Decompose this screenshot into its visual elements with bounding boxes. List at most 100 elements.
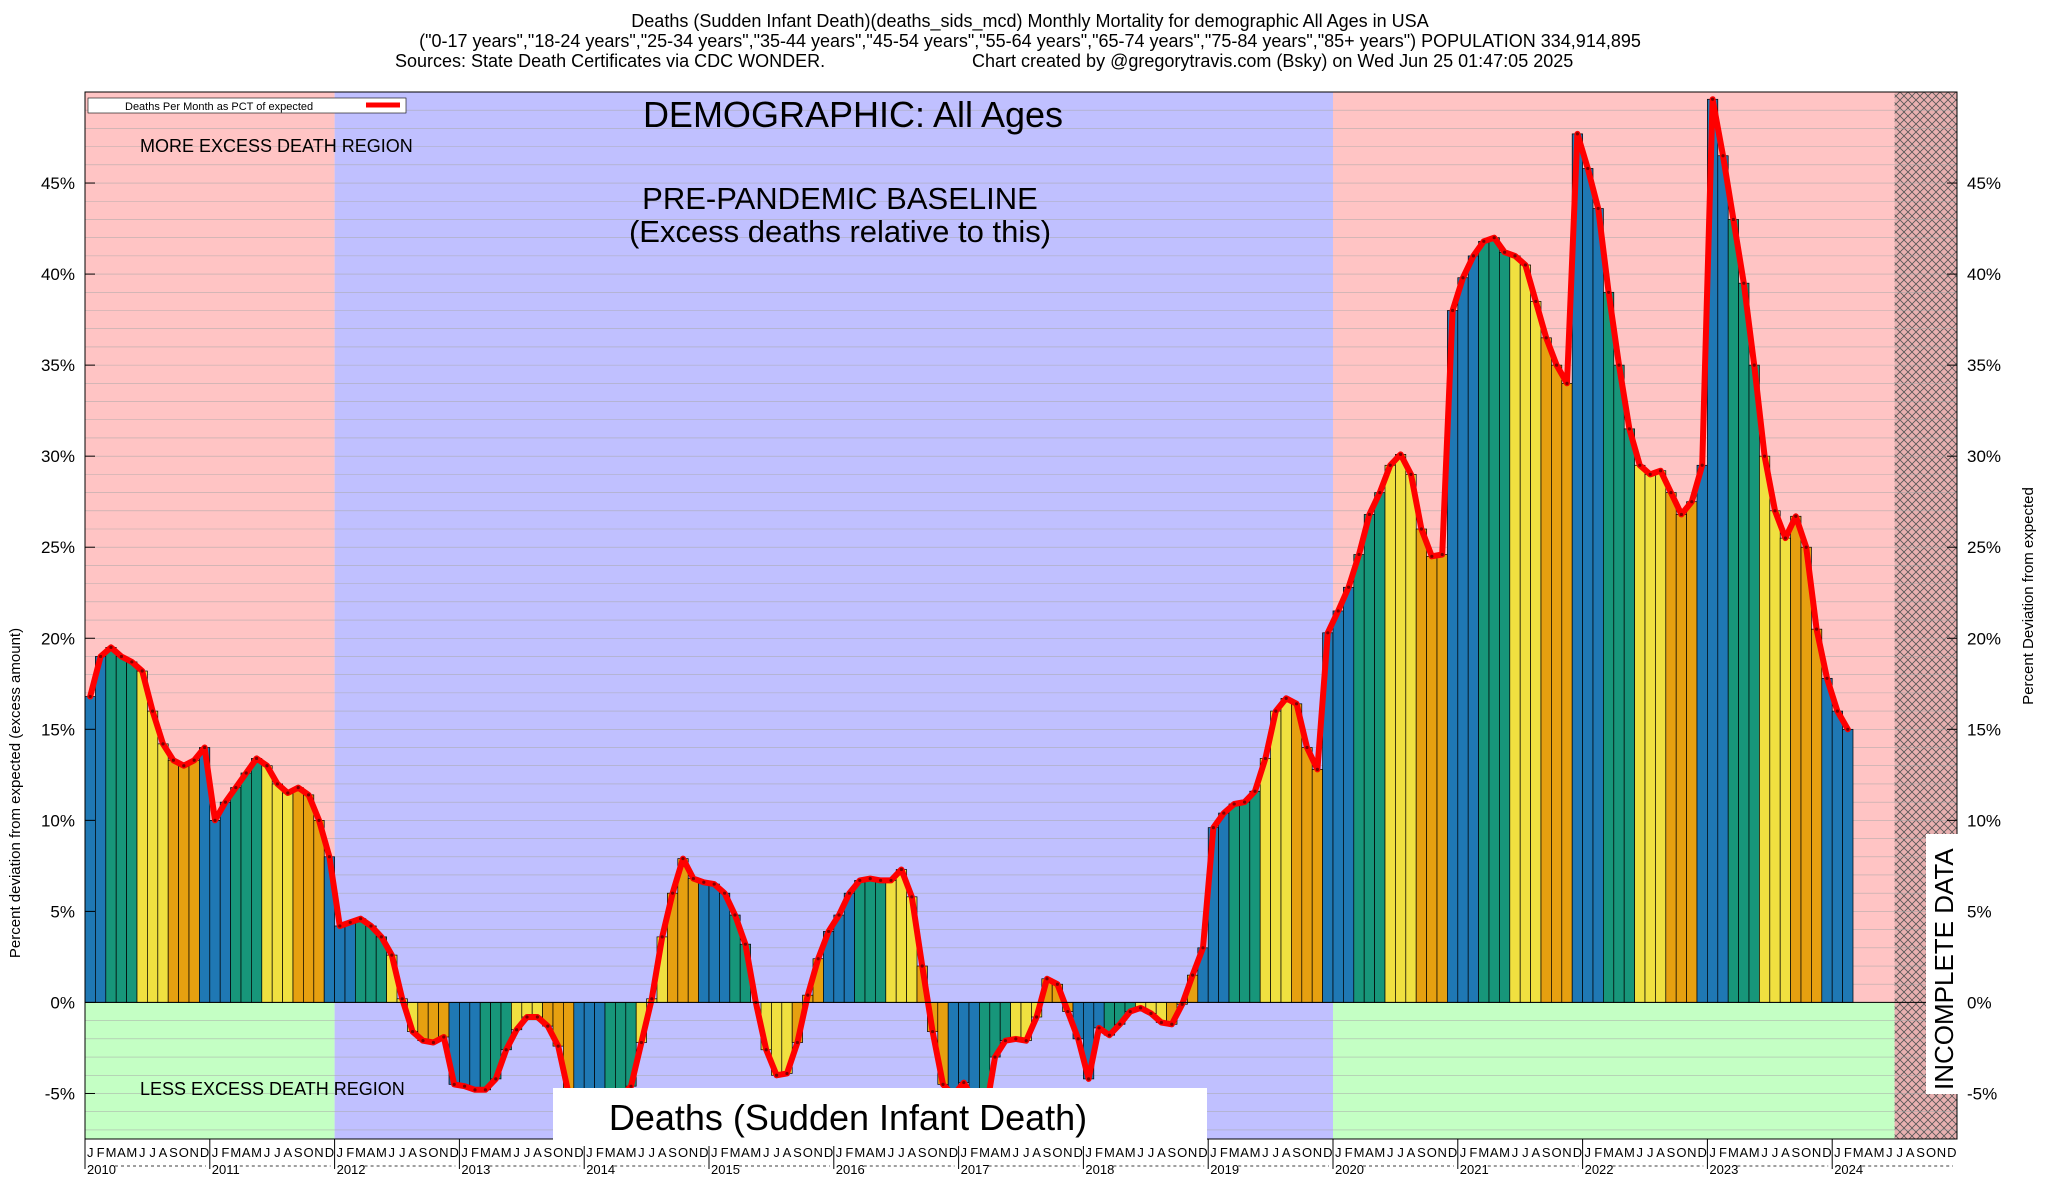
line-point — [1711, 97, 1715, 101]
x-month-label: M — [1874, 1145, 1885, 1160]
x-month-label: M — [480, 1145, 491, 1160]
y-tick-label-left: 20% — [41, 629, 75, 648]
line-point — [348, 920, 352, 924]
line-point — [879, 878, 883, 883]
y-tick-label-left: 0% — [50, 993, 75, 1012]
line-point — [1565, 381, 1569, 385]
line-point — [1139, 1006, 1143, 1010]
x-month-label: J — [649, 1145, 656, 1160]
line-point — [296, 785, 300, 790]
x-month-label: J — [1647, 1145, 1654, 1160]
header-line1: Deaths (Sudden Infant Death)(deaths_sids… — [631, 11, 1428, 32]
bar-2019-3 — [1228, 803, 1240, 1003]
bar-2022-4 — [1613, 364, 1625, 1003]
line-point — [1471, 254, 1475, 258]
line-point — [660, 935, 664, 939]
line-point — [99, 654, 103, 659]
y-axis-label-left: Percent deviation from expected (excess … — [7, 628, 24, 958]
line-point — [1274, 709, 1278, 713]
x-month-label: J — [836, 1145, 843, 1160]
line-point — [307, 793, 311, 797]
bar-2023-4 — [1738, 282, 1750, 1003]
line-point — [1586, 166, 1590, 171]
line-point — [359, 917, 363, 921]
x-month-label: J — [1834, 1145, 1841, 1160]
line-point — [1024, 1039, 1028, 1043]
line-point — [1679, 512, 1683, 517]
x-month-label: J — [524, 1145, 531, 1160]
bar-2021-10 — [1551, 364, 1563, 1003]
x-month-label: N — [814, 1145, 823, 1160]
bar-2016-5 — [875, 880, 887, 1003]
bar-2019-7 — [1270, 710, 1282, 1003]
bar-2021-7 — [1519, 264, 1531, 1003]
line-point — [317, 818, 321, 822]
x-month-label: J — [1886, 1145, 1893, 1160]
bar-2016-3 — [854, 880, 866, 1003]
header-line3-left: Sources: State Death Certificates via CD… — [395, 51, 825, 71]
bar-2010-8 — [157, 743, 169, 1003]
bar-2019-6 — [1259, 758, 1271, 1003]
bar-2019-11 — [1311, 769, 1323, 1003]
line-point — [1461, 276, 1465, 280]
x-month-label: O — [428, 1145, 438, 1160]
x-month-label: J — [773, 1145, 780, 1160]
line-point — [1607, 290, 1611, 294]
line-point — [1690, 500, 1694, 504]
x-year-label: 2018 — [1085, 1162, 1114, 1177]
x-month-label: S — [169, 1145, 178, 1160]
line-point — [1451, 308, 1455, 313]
x-month-label: M — [1104, 1145, 1115, 1160]
bar-2022-8 — [1655, 470, 1667, 1003]
x-month-label: J — [1085, 1145, 1092, 1160]
line-point — [1419, 527, 1423, 531]
line-point — [483, 1088, 487, 1092]
x-month-label: A — [491, 1145, 500, 1160]
bar-2021-11 — [1561, 382, 1573, 1003]
less-region-2010 — [85, 1002, 335, 1139]
line-point — [785, 1071, 789, 1076]
bar-2023-8 — [1779, 537, 1791, 1003]
y-tick-label-right: 35% — [1967, 356, 2001, 375]
y-tick-label-right: 20% — [1967, 629, 2001, 648]
y-tick-label-left: 10% — [41, 811, 75, 830]
line-point — [515, 1028, 519, 1032]
x-month-label: J — [461, 1145, 468, 1160]
line-point — [473, 1088, 477, 1092]
line-point — [286, 791, 290, 795]
bar-2013-3 — [479, 1002, 491, 1091]
x-year-label: 2011 — [212, 1162, 240, 1177]
y-tick-label-right: 15% — [1967, 720, 2001, 739]
bar-2024-2 — [1842, 728, 1854, 1003]
x-month-label: A — [1115, 1145, 1124, 1160]
legend: Deaths Per Month as PCT of expected — [87, 97, 407, 114]
line-point — [1336, 609, 1340, 613]
bar-2011-11 — [313, 819, 325, 1003]
x-month-label: M — [750, 1145, 761, 1160]
x-month-label: J — [139, 1145, 146, 1160]
less-region-2020 — [1333, 1002, 1895, 1139]
line-point — [1326, 631, 1330, 635]
bar-2012-4 — [365, 925, 377, 1003]
line-point — [442, 1035, 446, 1039]
line-point — [1367, 512, 1371, 517]
line-point — [1055, 982, 1059, 986]
x-year-label: 2019 — [1210, 1162, 1239, 1177]
x-month-label: S — [793, 1145, 802, 1160]
line-point — [1721, 154, 1725, 158]
line-point — [1815, 627, 1819, 631]
bar-2023-3 — [1727, 219, 1739, 1003]
line-point — [1783, 536, 1787, 540]
line-point — [1846, 727, 1850, 731]
x-month-label: M — [1354, 1145, 1365, 1160]
x-month-label: A — [367, 1145, 376, 1160]
bar-2011-8 — [282, 792, 294, 1003]
x-month-label: O — [1427, 1145, 1437, 1160]
x-month-label: J — [1522, 1145, 1529, 1160]
bar-2022-6 — [1634, 464, 1646, 1003]
x-month-label: D — [1074, 1145, 1083, 1160]
line-point — [421, 1039, 425, 1043]
x-month-label: N — [564, 1145, 573, 1160]
x-year-label: 2015 — [711, 1162, 740, 1177]
bar-2010-4 — [115, 656, 127, 1003]
